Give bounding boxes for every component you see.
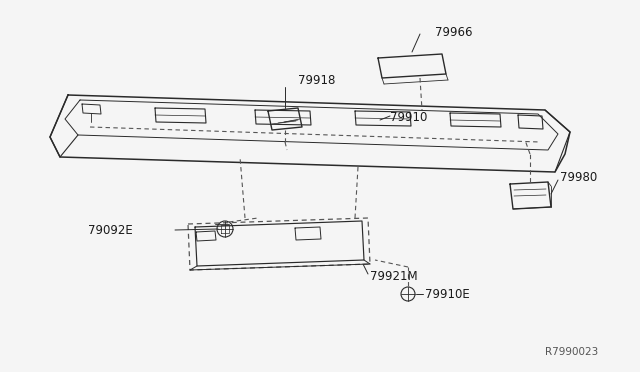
Text: 79092E: 79092E: [88, 224, 132, 237]
Text: 79980: 79980: [560, 170, 597, 183]
Text: 79910E: 79910E: [425, 288, 470, 301]
Text: R7990023: R7990023: [545, 347, 598, 357]
Text: 79921M: 79921M: [370, 269, 418, 282]
Text: 79966: 79966: [435, 26, 472, 38]
Text: 79918: 79918: [298, 74, 335, 87]
Text: 79910: 79910: [390, 110, 428, 124]
